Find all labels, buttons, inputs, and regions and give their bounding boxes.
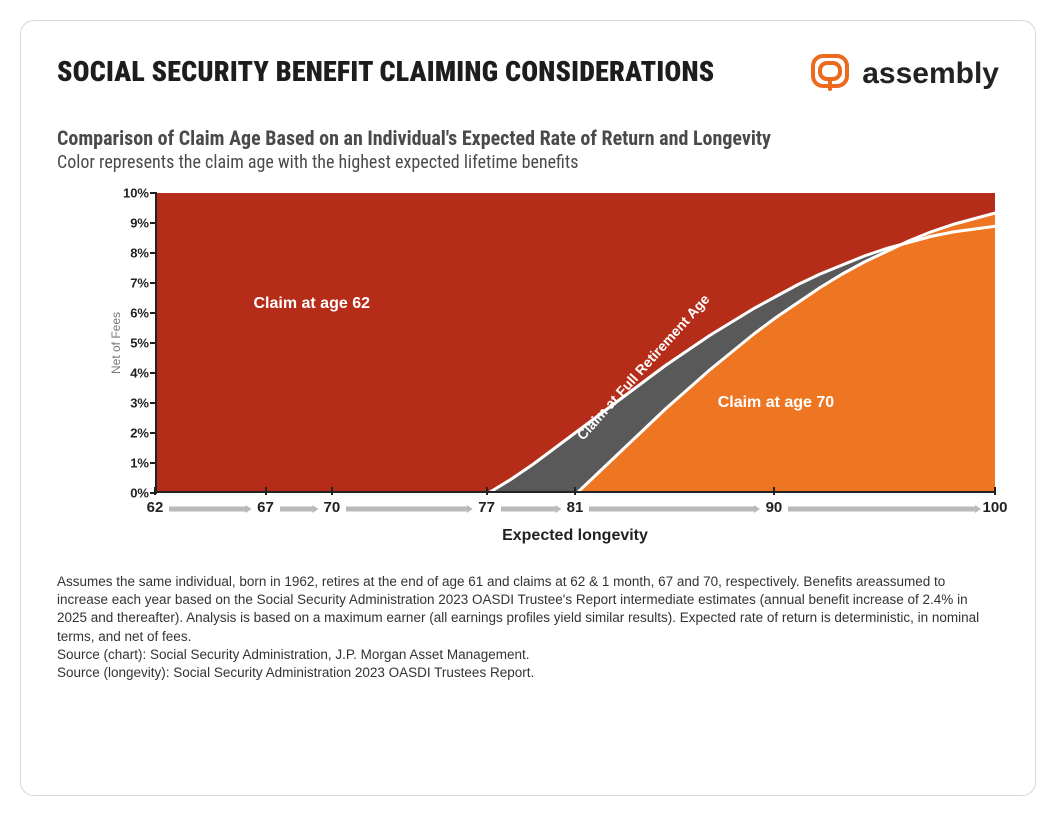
content-card: SOCIAL SECURITY BENEFIT CLAIMING CONSIDE… [20, 20, 1036, 796]
subtitle-block: Comparison of Claim Age Based on an Indi… [57, 126, 999, 173]
x-ticks: Expected longevity 626770778190100 [155, 493, 995, 553]
x-tick-label: 70 [323, 499, 340, 516]
plot-box: 0%1%2%3%4%5%6%7%8%9%10% Claim at age 62 … [155, 193, 995, 493]
x-axis-arrow [501, 505, 561, 511]
x-axis-label: Expected longevity [502, 527, 648, 545]
x-axis-arrow [280, 505, 318, 511]
x-axis-arrow [346, 505, 473, 511]
region-label-claim-70: Claim at age 70 [718, 394, 835, 412]
y-tick-label: 3% [130, 396, 149, 411]
x-tick-label: 67 [257, 499, 274, 516]
x-tick-label: 81 [567, 499, 584, 516]
y-tick-label: 4% [130, 366, 149, 381]
y-tick-label: 2% [130, 426, 149, 441]
page-title: SOCIAL SECURITY BENEFIT CLAIMING CONSIDE… [57, 55, 714, 88]
x-tick-label: 90 [766, 499, 783, 516]
y-ticks: 0%1%2%3%4%5%6%7%8%9%10% [111, 193, 155, 493]
y-tick-label: 1% [130, 456, 149, 471]
x-axis-arrow [788, 505, 981, 511]
y-tick-label: 9% [130, 216, 149, 231]
brand-icon [808, 49, 852, 98]
chart-svg [157, 193, 995, 493]
header-row: SOCIAL SECURITY BENEFIT CLAIMING CONSIDE… [57, 49, 999, 98]
chart-caption: Color represents the claim age with the … [57, 152, 999, 173]
y-tick-label: 8% [130, 246, 149, 261]
y-tick-label: 5% [130, 336, 149, 351]
x-tick-label: 77 [478, 499, 495, 516]
x-tick-label: 62 [147, 499, 164, 516]
plot-area: Claim at age 62 Claim at age 70 Claim at… [155, 193, 995, 493]
x-axis-arrow [589, 505, 760, 511]
x-tick-label: 100 [982, 499, 1007, 516]
chart-container: Expected annual rate of return Net of Fe… [77, 193, 999, 493]
chart-subtitle: Comparison of Claim Age Based on an Indi… [57, 126, 999, 150]
y-tick-label: 6% [130, 306, 149, 321]
region-label-claim-62: Claim at age 62 [253, 295, 370, 313]
y-tick-label: 10% [123, 186, 149, 201]
brand-name: assembly [862, 57, 999, 91]
x-axis-arrow [169, 505, 252, 511]
footer-note: Assumes the same individual, born in 196… [57, 573, 999, 682]
y-tick-label: 7% [130, 276, 149, 291]
brand-block: assembly [808, 49, 999, 98]
